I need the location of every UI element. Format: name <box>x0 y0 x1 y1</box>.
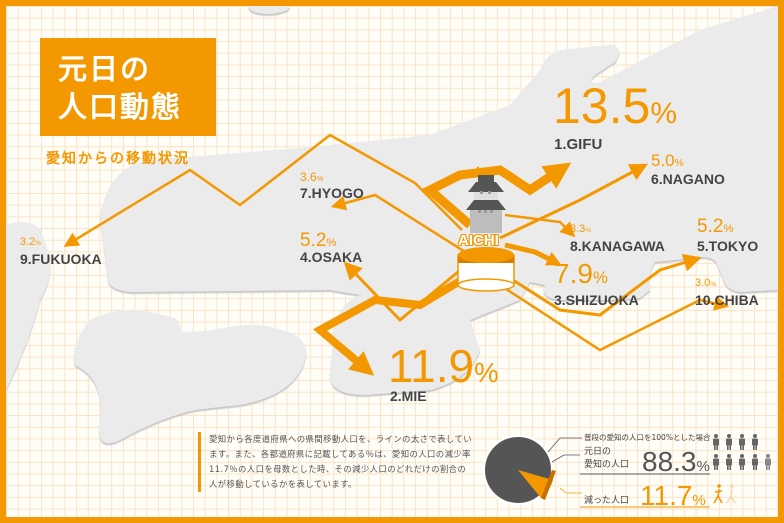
pref-nagano: 6.NAGANO <box>651 171 725 187</box>
pref-tokyo: 5.TOKYO <box>697 238 759 254</box>
pref-shizuoka: 3.SHIZUOKA <box>554 292 639 308</box>
title-box: 元日の 人口動態 <box>40 38 216 136</box>
pref-kanagawa: 8.KANAGAWA <box>570 238 665 254</box>
explanation-note: 愛知から各度道府県への県間移動人口を、ラインの太さで表しています。また、各都道府… <box>198 432 474 492</box>
pct-chiba: 3.0% <box>695 277 717 289</box>
pct-hyogo: 3.6% <box>300 170 324 184</box>
infographic-canvas: 元日の 人口動態 愛知からの移動状況 AICHI 13.5% 1.GIFU 5.… <box>6 6 778 517</box>
pref-chiba: 10.CHIBA <box>695 292 759 308</box>
pref-fukuoka: 9.FUKUOKA <box>20 251 102 267</box>
pct-kanagawa: 3.3% <box>570 223 592 235</box>
pct-mie: 11.9% <box>388 340 499 392</box>
pct-shizuoka: 7.9% <box>554 258 608 289</box>
migration-arrows <box>63 133 730 376</box>
pref-gifu: 1.GIFU <box>554 136 603 153</box>
walking-person-icon <box>713 484 723 504</box>
pref-mie: 2.MIE <box>390 388 427 404</box>
page-subtitle: 愛知からの移動状況 <box>46 151 190 167</box>
population-pie-chart <box>483 435 710 508</box>
castle-icon <box>457 166 515 292</box>
legend-remaining-label: 元日の 愛知の人口 <box>584 447 630 470</box>
pct-tokyo: 5.2% <box>697 216 734 237</box>
legend-decreased-label: 減った人口 <box>584 496 630 506</box>
page-title: 元日の 人口動態 <box>58 52 183 124</box>
legend-decreased-value: 11.7% <box>640 480 706 511</box>
legend-caption: 普段の愛知の人口を100%とした場合 <box>584 433 711 442</box>
pct-fukuoka: 3.2% <box>20 236 42 248</box>
pct-nagano: 5.0% <box>651 151 684 170</box>
pref-osaka: 4.OSAKA <box>300 249 363 265</box>
japan-map <box>6 6 778 508</box>
pct-gifu: 13.5% <box>553 78 678 134</box>
walking-person-faded-icon <box>726 484 736 504</box>
pref-hyogo: 7.HYOGO <box>300 185 364 201</box>
pct-osaka: 5.2% <box>300 230 337 251</box>
origin-label: AICHI <box>458 232 499 249</box>
legend-remaining-value: 88.3% <box>642 446 710 477</box>
